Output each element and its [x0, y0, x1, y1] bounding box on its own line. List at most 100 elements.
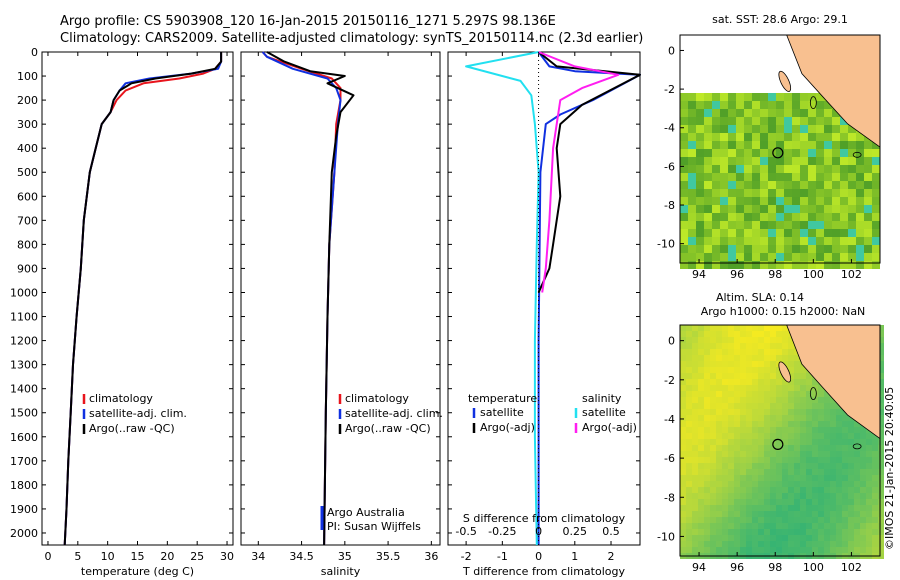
heatmap-cell	[734, 391, 740, 397]
heatmap-cell	[800, 245, 808, 253]
heatmap-cell	[872, 445, 878, 451]
heatmap-cell	[840, 245, 848, 253]
heatmap-cell	[800, 141, 808, 149]
heatmap-cell	[740, 499, 746, 505]
argo-float-marker	[772, 147, 784, 159]
heatmap-cell	[758, 397, 764, 403]
heatmap-cell	[788, 475, 794, 481]
heatmap-cell	[842, 445, 848, 451]
heatmap-cell	[848, 149, 856, 157]
heatmap-cell	[782, 445, 788, 451]
heatmap-cell	[824, 397, 830, 403]
x-tick-label: 35.5	[376, 550, 401, 563]
heatmap-cell	[788, 397, 794, 403]
heatmap-cell	[752, 101, 760, 109]
y-tick-label: 100	[17, 70, 38, 83]
argo-float-marker	[772, 438, 784, 450]
heatmap-cell	[728, 173, 736, 181]
heatmap-cell	[824, 439, 830, 445]
heatmap-cell	[768, 197, 776, 205]
heatmap-cell	[872, 237, 880, 245]
heatmap-cell	[710, 349, 716, 355]
heatmap-cell	[710, 397, 716, 403]
heatmap-cell	[722, 373, 728, 379]
heatmap-cell	[752, 535, 758, 541]
heatmap-cell	[800, 261, 808, 269]
heatmap-cell	[746, 337, 752, 343]
heatmap-cell	[788, 349, 794, 355]
heatmap-cell	[764, 529, 770, 535]
heatmap-cell	[698, 511, 704, 517]
heatmap-cell	[808, 125, 816, 133]
heatmap-cell	[758, 349, 764, 355]
heatmap-cell	[698, 391, 704, 397]
heatmap-cell	[830, 487, 836, 493]
y-tick-label: -6	[664, 160, 675, 173]
heatmap-cell	[770, 499, 776, 505]
heatmap-cell	[712, 117, 720, 125]
heatmap-cell	[878, 535, 884, 541]
heatmap-cell	[848, 475, 854, 481]
heatmap-cell	[832, 221, 840, 229]
heatmap-cell	[752, 325, 758, 331]
heatmap-cell	[872, 245, 880, 253]
heatmap-cell	[680, 157, 688, 165]
heatmap-cell	[824, 391, 830, 397]
heatmap-cell	[824, 493, 830, 499]
heatmap-cell	[776, 165, 784, 173]
heatmap-cell	[704, 361, 710, 367]
heatmap-cell	[812, 403, 818, 409]
heatmap-cell	[746, 403, 752, 409]
heatmap-cell	[698, 331, 704, 337]
heatmap-cell	[800, 379, 806, 385]
heatmap-cell	[770, 385, 776, 391]
heatmap-cell	[854, 451, 860, 457]
heatmap-cell	[824, 133, 832, 141]
heatmap-cell	[878, 511, 884, 517]
heatmap-cell	[710, 403, 716, 409]
heatmap-cell	[720, 205, 728, 213]
heatmap-cell	[680, 535, 686, 541]
heatmap-cell	[704, 523, 710, 529]
series-line-1	[537, 51, 641, 293]
heatmap-cell	[734, 493, 740, 499]
x-tick-label: 1	[571, 550, 578, 563]
heatmap-cell	[860, 499, 866, 505]
heatmap-cell	[866, 445, 872, 451]
heatmap-cell	[746, 463, 752, 469]
heatmap-cell	[806, 421, 812, 427]
heatmap-cell	[818, 415, 824, 421]
heatmap-cell	[818, 475, 824, 481]
x-tick-label: 30	[220, 550, 234, 563]
heatmap-cell	[800, 511, 806, 517]
heatmap-cell	[696, 117, 704, 125]
heatmap-cell	[854, 427, 860, 433]
heatmap-cell	[878, 421, 884, 427]
heatmap-cell	[746, 373, 752, 379]
heatmap-cell	[744, 125, 752, 133]
heatmap-cell	[734, 367, 740, 373]
heatmap-cell	[736, 133, 744, 141]
heatmap-cell	[686, 421, 692, 427]
map-subtitle-sla: Argo h1000: 0.15 h2000: NaN	[701, 305, 866, 318]
heatmap-cell	[758, 373, 764, 379]
heatmap-cell	[752, 229, 760, 237]
heatmap-cell	[860, 451, 866, 457]
heatmap-cell	[704, 433, 710, 439]
x-tick-label: 102	[841, 268, 862, 281]
heatmap-cell	[688, 213, 696, 221]
heatmap-cell	[728, 397, 734, 403]
heatmap-cell	[736, 237, 744, 245]
heatmap-cell	[698, 505, 704, 511]
heatmap-cell	[710, 325, 716, 331]
heatmap-cell	[728, 421, 734, 427]
heatmap-cell	[770, 361, 776, 367]
heatmap-cell	[816, 181, 824, 189]
heatmap-cell	[878, 475, 884, 481]
heatmap-cell	[698, 433, 704, 439]
heatmap-cell	[736, 157, 744, 165]
heatmap-cell	[764, 469, 770, 475]
heatmap-cell	[744, 157, 752, 165]
heatmap-cell	[744, 197, 752, 205]
heatmap-cell	[776, 451, 782, 457]
